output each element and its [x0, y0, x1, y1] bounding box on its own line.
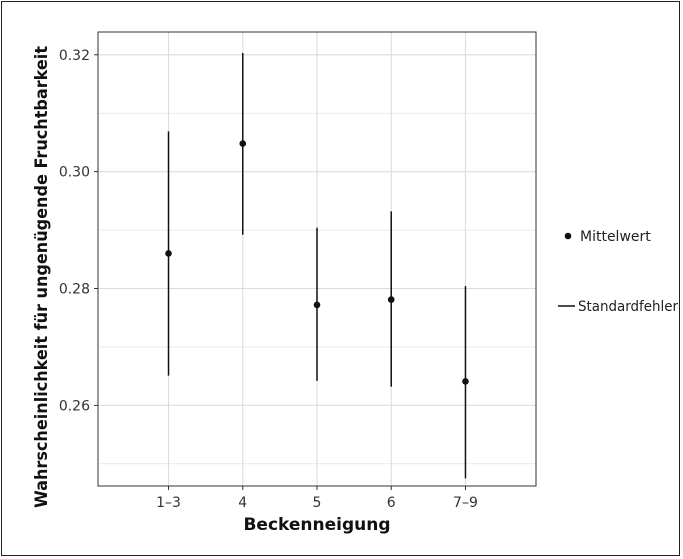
- y-axis: 0.26 0.28 0.30 0.32: [59, 48, 98, 414]
- x-tick-label: 5: [313, 495, 322, 511]
- legend-label-standardfehler: Standardfehler: [578, 299, 678, 315]
- x-tick-label: 6: [387, 495, 396, 511]
- mean-point: [165, 250, 172, 257]
- legend-label-mittelwert: Mittelwert: [580, 229, 651, 245]
- mean-point: [239, 140, 247, 147]
- y-tick-label: 0.28: [59, 282, 90, 298]
- x-axis-title: Beckenneigung: [243, 515, 390, 535]
- legend-point-marker: [564, 232, 572, 240]
- x-tick-label: 7–9: [453, 495, 478, 511]
- y-tick-label: 0.32: [59, 48, 90, 64]
- y-axis-title: Wahrscheinlichkeit für ungenügende Fruch…: [32, 46, 52, 508]
- y-tick-label: 0.30: [59, 165, 90, 181]
- x-tick-label: 1–3: [156, 495, 181, 511]
- mean-point: [387, 296, 395, 303]
- data-marks: [165, 53, 469, 479]
- x-axis: 1–3 4 5 6 7–9: [156, 486, 478, 511]
- x-tick-label: 4: [238, 495, 247, 511]
- mean-point: [313, 301, 321, 309]
- mean-point: [462, 378, 469, 385]
- legend: Mittelwert Standardfehler: [558, 229, 678, 315]
- y-tick-label: 0.26: [59, 398, 90, 414]
